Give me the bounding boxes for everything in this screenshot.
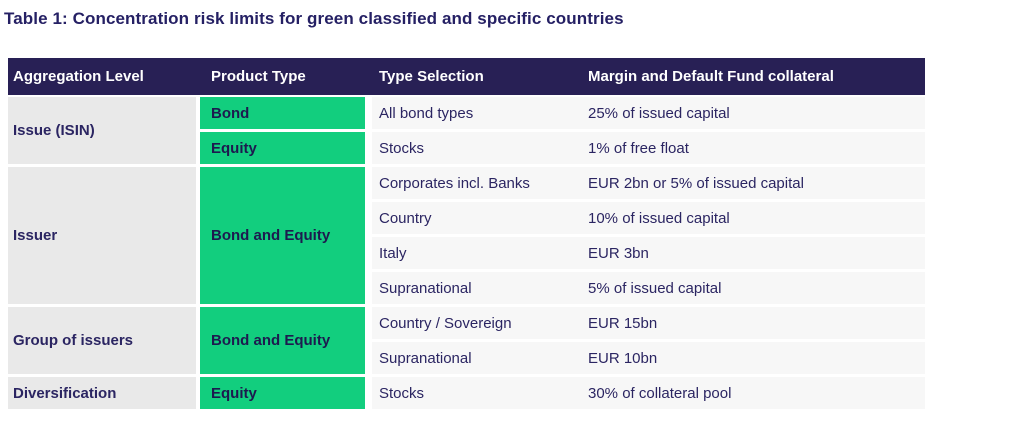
type-selection-cell: Supranational — [372, 272, 582, 304]
aggregation-level-cell: Issuer — [8, 167, 196, 304]
type-selection-cell: Stocks — [372, 132, 582, 164]
product-type-cell: Bond — [200, 97, 365, 129]
header-aggregation-level: Aggregation Level — [13, 68, 144, 85]
margin-collateral-cell: EUR 15bn — [582, 307, 925, 339]
margin-collateral-cell: 25% of issued capital — [582, 97, 925, 129]
margin-collateral-cell: EUR 3bn — [582, 237, 925, 269]
header-product-type: Product Type — [211, 68, 306, 85]
header-margin-collateral: Margin and Default Fund collateral — [588, 68, 834, 85]
type-selection-cell: Supranational — [372, 342, 582, 374]
table-body: Issue (ISIN) Bond Equity All bond types 25% … — [8, 97, 925, 409]
margin-collateral-cell: 5% of issued capital — [582, 272, 925, 304]
margin-collateral-cell: 1% of free float — [582, 132, 925, 164]
margin-collateral-cell: EUR 2bn or 5% of issued capital — [582, 167, 925, 199]
concentration-risk-table: Aggregation Level Product Type Type Sele… — [8, 58, 925, 409]
aggregation-level-cell: Issue (ISIN) — [8, 97, 196, 164]
product-type-cell: Bond and Equity — [200, 167, 365, 304]
product-type-cell: Equity — [200, 377, 365, 409]
table-title: Table 1: Concentration risk limits for g… — [4, 9, 624, 28]
type-selection-cell: Stocks — [372, 377, 582, 409]
type-selection-cell: Corporates incl. Banks — [372, 167, 582, 199]
type-selection-cell: Italy — [372, 237, 582, 269]
table-header-row: Aggregation Level Product Type Type Sele… — [8, 58, 925, 95]
header-type-selection: Type Selection — [379, 68, 484, 85]
margin-collateral-cell: 10% of issued capital — [582, 202, 925, 234]
aggregation-level-cell: Diversification — [8, 377, 196, 409]
margin-collateral-cell: EUR 10bn — [582, 342, 925, 374]
product-type-cell: Equity — [200, 132, 365, 164]
product-type-cell: Bond and Equity — [200, 307, 365, 374]
type-selection-cell: Country — [372, 202, 582, 234]
aggregation-level-cell: Group of issuers — [8, 307, 196, 374]
type-selection-cell: All bond types — [372, 97, 582, 129]
margin-collateral-cell: 30% of collateral pool — [582, 377, 925, 409]
type-selection-cell: Country / Sovereign — [372, 307, 582, 339]
